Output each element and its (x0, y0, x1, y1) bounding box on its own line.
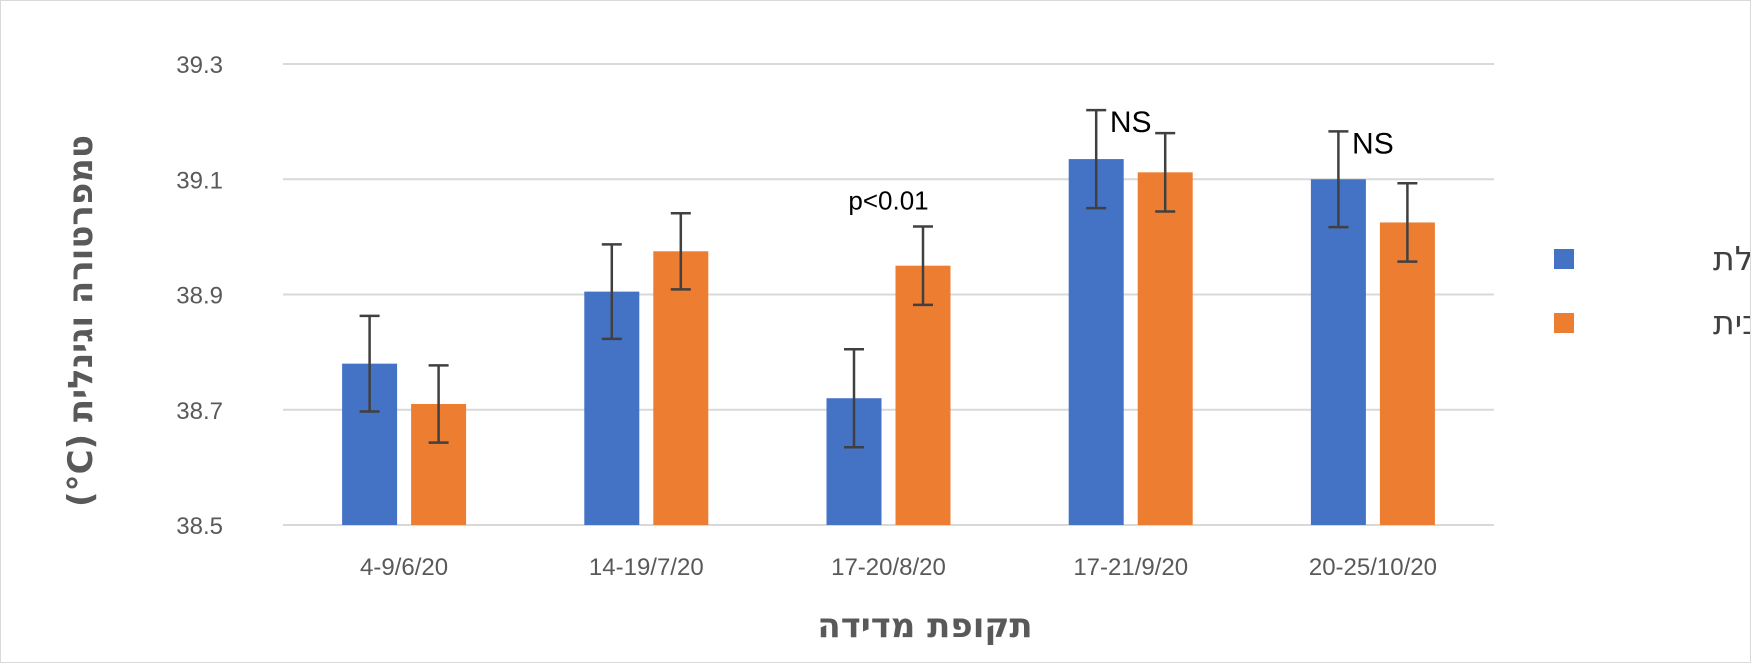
gridlines (283, 63, 1494, 526)
x-tick-label: 4-9/6/20 (360, 554, 448, 581)
bar-1-3 (1137, 172, 1193, 525)
bar-0-4 (1310, 179, 1366, 525)
x-tick-label: 20-25/10/20 (1309, 554, 1437, 581)
bar-1-2 (895, 265, 951, 525)
error-bar (1328, 130, 1349, 229)
error-bar (601, 243, 622, 341)
x-tick-labels: 4-9/6/20 14-19/7/20 17-20/8/20 17-21/9/20 20… (360, 554, 1437, 581)
error-bar (359, 314, 380, 413)
error-bar (844, 347, 864, 449)
y-tick-label: 38.5 (176, 513, 223, 540)
bar-1-1 (653, 251, 709, 525)
legend-label-1: מרחבית (1713, 303, 1750, 342)
x-tick-label: 17-21/9/20 (1073, 554, 1188, 581)
legend-swatch-1 (1554, 313, 1574, 333)
legend: כוללת מרחבית (1554, 239, 1750, 342)
bar-0-3 (1068, 159, 1124, 526)
error-bar (428, 364, 449, 444)
x-axis-title: תקופת מדידה (817, 606, 1032, 646)
x-tick-label: 17-20/8/20 (831, 554, 946, 581)
legend-swatch-0 (1554, 249, 1574, 269)
y-tick-label: 39.1 (176, 167, 223, 194)
error-bar (913, 225, 933, 307)
y-tick-labels: 38.5 38.7 38.9 39.1 39.3 (176, 52, 223, 540)
y-tick-label: 38.7 (176, 398, 223, 425)
y-tick-label: 38.9 (176, 283, 223, 310)
x-tick-label: 14-19/7/20 (589, 554, 704, 581)
annotation-label: p<0.01 (848, 186, 928, 216)
y-tick-label: 39.3 (176, 52, 223, 79)
y-axis-title: טמפרטורה וגינלית (C°) (61, 135, 101, 507)
error-bar (670, 211, 691, 291)
annotations: p<0.01 NS NS (848, 106, 1393, 215)
bar-1-4 (1379, 222, 1435, 525)
annotation-label: NS (1110, 106, 1152, 139)
error-bar (1397, 182, 1418, 263)
annotation-label: NS (1352, 127, 1394, 160)
error-bars (359, 108, 1418, 449)
legend-label-0: כוללת (1713, 239, 1750, 278)
error-bar (1155, 131, 1176, 213)
bars (342, 159, 1435, 526)
error-bar (1086, 108, 1107, 210)
